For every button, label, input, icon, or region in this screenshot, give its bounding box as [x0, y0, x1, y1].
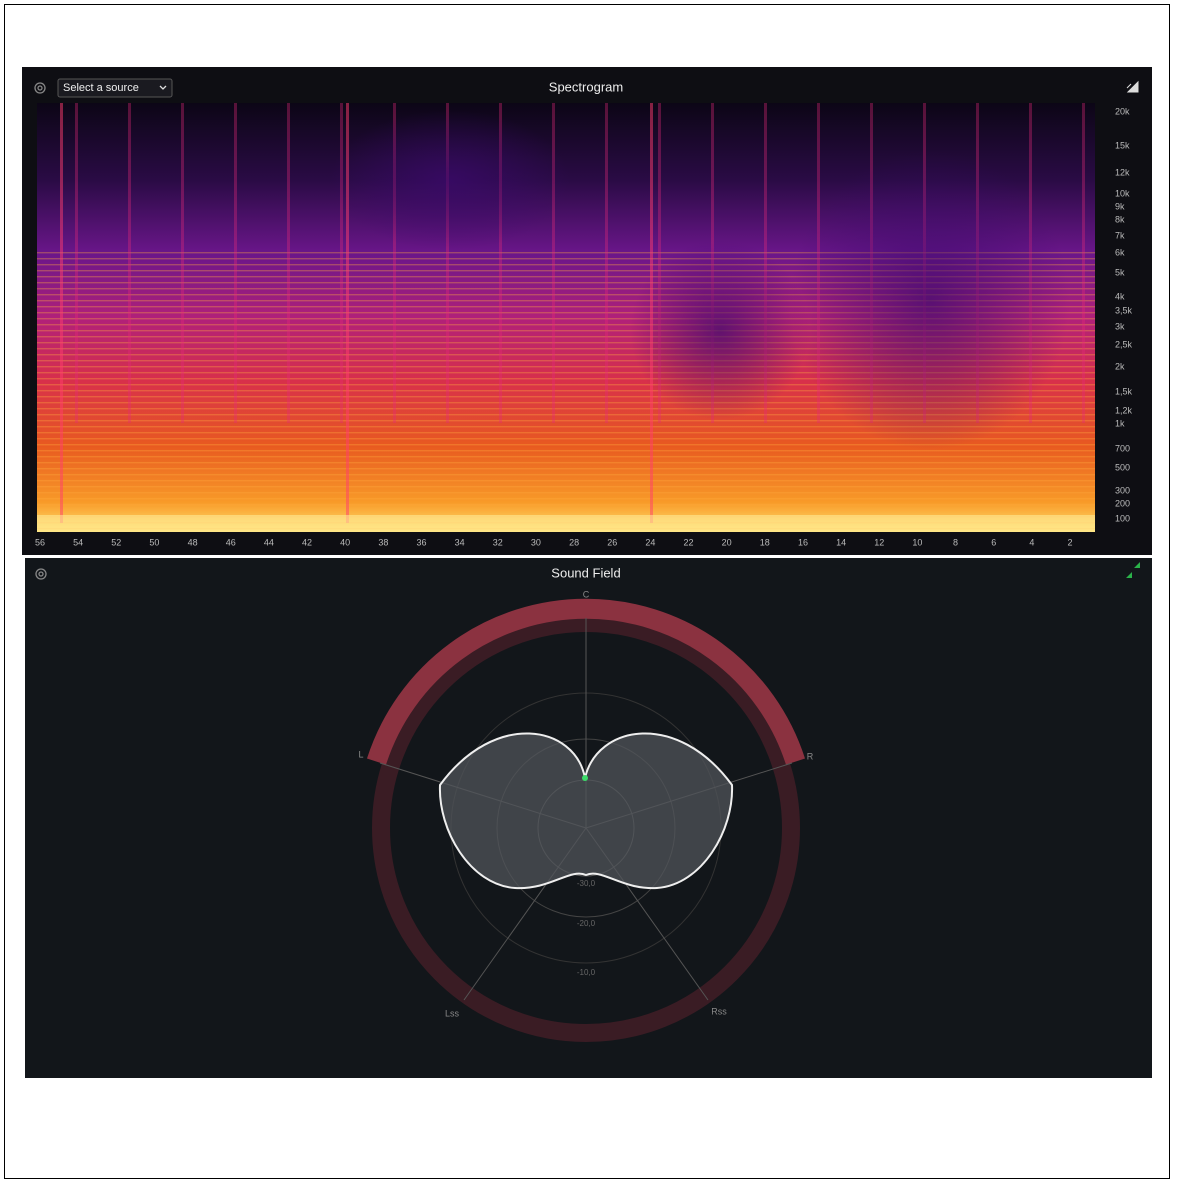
time-label: 38 — [378, 537, 388, 547]
settings-icon[interactable] — [35, 568, 47, 580]
frequency-label: 8k — [1115, 214, 1125, 224]
time-label: 8 — [953, 537, 958, 547]
frequency-label: 6k — [1115, 247, 1125, 257]
source-select[interactable] — [57, 78, 173, 98]
settings-icon[interactable] — [34, 82, 46, 94]
frequency-label: 5k — [1115, 267, 1125, 277]
frequency-label: 700 — [1115, 443, 1130, 453]
time-label: 14 — [836, 537, 846, 547]
time-label: 46 — [226, 537, 236, 547]
source-select-label[interactable]: Select a source — [63, 82, 139, 94]
time-label: 52 — [111, 537, 121, 547]
time-label: 48 — [188, 537, 198, 547]
frequency-label: 9k — [1115, 201, 1125, 211]
frequency-label: 15k — [1115, 140, 1130, 150]
frequency-label: 2k — [1115, 361, 1125, 371]
time-label: 50 — [149, 537, 159, 547]
frequency-label: 1,5k — [1115, 386, 1133, 396]
channel-label: L — [358, 749, 363, 759]
time-label: 20 — [722, 537, 732, 547]
time-label: 4 — [1029, 537, 1034, 547]
time-label: 2 — [1067, 537, 1072, 547]
frequency-label: 100 — [1115, 513, 1130, 523]
channel-label: Rss — [711, 1006, 727, 1016]
frequency-label: 12k — [1115, 167, 1130, 177]
time-label: 28 — [569, 537, 579, 547]
ring-label: -10,0 — [577, 968, 596, 977]
time-label: 24 — [645, 537, 655, 547]
channel-label: R — [807, 751, 814, 761]
frequency-label: 1,2k — [1115, 405, 1133, 415]
frequency-label: 3,5k — [1115, 305, 1133, 315]
time-label: 16 — [798, 537, 808, 547]
channel-label: Lss — [445, 1008, 460, 1018]
time-label: 26 — [607, 537, 617, 547]
expand-icon[interactable] — [1126, 80, 1139, 93]
frequency-label: 200 — [1115, 498, 1130, 508]
frequency-label: 4k — [1115, 291, 1125, 301]
sound-field-plot — [366, 598, 806, 1042]
time-label: 32 — [493, 537, 503, 547]
time-label: 40 — [340, 537, 350, 547]
frequency-label: 10k — [1115, 188, 1130, 198]
spectrogram-image — [37, 103, 1095, 532]
frequency-label: 500 — [1115, 462, 1130, 472]
time-label: 10 — [912, 537, 922, 547]
time-label: 44 — [264, 537, 274, 547]
frequency-label: 300 — [1115, 485, 1130, 495]
frequency-label: 3k — [1115, 321, 1125, 331]
time-label: 22 — [684, 537, 694, 547]
time-label: 54 — [73, 537, 83, 547]
time-label: 56 — [35, 537, 45, 547]
dropdown-arrow — [159, 85, 167, 90]
time-label: 6 — [991, 537, 996, 547]
time-label: 34 — [455, 537, 465, 547]
time-label: 12 — [874, 537, 884, 547]
time-label: 30 — [531, 537, 541, 547]
frequency-label: 7k — [1115, 230, 1125, 240]
frequency-label: 2,5k — [1115, 339, 1133, 349]
frequency-label: 1k — [1115, 418, 1125, 428]
panel-title: Spectrogram — [549, 79, 623, 94]
frequency-label: 20k — [1115, 106, 1130, 116]
ring-label: -30,0 — [577, 879, 596, 888]
time-label: 42 — [302, 537, 312, 547]
panel-title: Sound Field — [551, 565, 620, 580]
time-label: 18 — [760, 537, 770, 547]
time-label: 36 — [416, 537, 426, 547]
ring-label: -20,0 — [577, 919, 596, 928]
collapse-icon[interactable] — [1126, 562, 1140, 578]
channel-label: C — [583, 589, 590, 599]
